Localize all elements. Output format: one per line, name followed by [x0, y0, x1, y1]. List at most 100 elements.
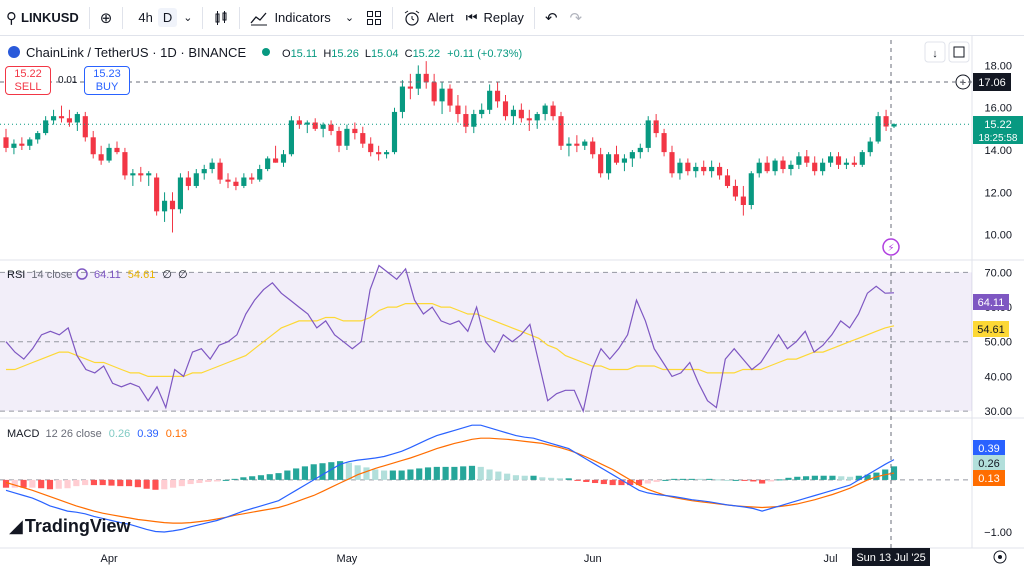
price-tick-label: 12.00: [984, 187, 1012, 199]
macd-histogram-bar: [2, 479, 10, 488]
interval-4h[interactable]: 4h: [138, 10, 153, 25]
candles-icon: [215, 10, 227, 25]
candle-body: [661, 133, 667, 153]
candle-body: [677, 162, 683, 174]
crosshair-price-value: 17.06: [978, 77, 1006, 89]
macd-histogram-bar: [512, 475, 520, 480]
collapse-button[interactable]: [924, 41, 946, 63]
maximize-button[interactable]: [948, 41, 970, 63]
buy-button[interactable]: 15.23 BUY: [84, 66, 130, 95]
macd-histogram-bar: [284, 470, 291, 480]
candle-body: [98, 154, 104, 161]
legend-title[interactable]: ChainLink / TetherUS · 1D · BINANCE: [26, 45, 246, 60]
macd-histogram-bar: [662, 479, 669, 481]
macd-histogram-bar: [759, 479, 766, 484]
rsi-axis-labels: 64.11 54.61: [973, 294, 1009, 337]
macd-signal-line: [5, 437, 895, 524]
indicators-button[interactable]: Indicators ⌄: [244, 0, 360, 36]
macd-legend: MACD 12 26 close 0.26 0.39 0.13: [7, 428, 187, 440]
refresh-icon[interactable]: [76, 268, 88, 280]
macd-histogram-bar: [11, 479, 18, 488]
chart-canvas[interactable]: 18.0016.0014.0012.0010.0070.0060.0050.00…: [0, 36, 1024, 567]
price-tick-label: 16.00: [984, 103, 1012, 115]
replay-button[interactable]: ⏮ Replay: [460, 0, 530, 36]
lightning-event-icon[interactable]: [882, 238, 900, 256]
rsi-axis-value: 64.11: [978, 297, 1005, 309]
candle-body: [550, 105, 556, 117]
macd-histogram-bar: [609, 479, 616, 486]
candle-body: [891, 124, 897, 127]
sell-button[interactable]: 15.22 SELL: [5, 66, 51, 95]
candle-body: [629, 152, 635, 159]
macd-histogram-bar: [372, 469, 379, 480]
replay-label: Replay: [483, 10, 524, 25]
candle-body: [772, 160, 778, 172]
macd-histogram-bar: [486, 469, 493, 480]
macd-histogram-bar: [785, 477, 792, 480]
bar-countdown: 18:25:58: [979, 133, 1018, 144]
candle-body: [883, 116, 889, 127]
candle-body: [241, 177, 247, 186]
candle-body: [391, 111, 398, 153]
date-marker: Sun 13 Jul '25: [856, 552, 925, 564]
redo-button[interactable]: ↷: [564, 0, 589, 36]
macd-name: MACD: [7, 428, 39, 440]
candle-body: [66, 118, 73, 123]
sell-price: 15.22: [14, 68, 42, 80]
gear-icon[interactable]: [993, 550, 1007, 564]
candles: [0, 61, 972, 233]
chevron-down-icon[interactable]: ⌄: [183, 12, 193, 24]
macd-histogram-bar: [231, 478, 238, 480]
interval-d[interactable]: D: [157, 8, 178, 27]
macd-histogram-bar: [644, 479, 651, 484]
candle-body: [709, 166, 715, 172]
candle-body: [201, 169, 207, 174]
macd-histogram-bar: [20, 479, 27, 488]
macd-histogram-bar: [732, 479, 739, 481]
macd-histogram-bar: [504, 473, 511, 480]
separator: [533, 6, 535, 29]
svg-text:+: +: [960, 77, 966, 89]
symbol-search[interactable]: ⚲ LINKUSD: [0, 0, 85, 36]
macd-histogram-bar: [117, 479, 124, 487]
macd-histogram-bar: [864, 474, 871, 480]
undo-button[interactable]: ↶: [539, 0, 564, 36]
alarm-clock-icon: [404, 10, 420, 26]
macd-histogram-bar: [627, 479, 634, 486]
candle-body: [645, 120, 651, 148]
macd-histogram-bar: [468, 465, 476, 480]
spread-value: 0.01: [58, 75, 78, 86]
layouts-button[interactable]: [360, 0, 388, 36]
last-price-label: 15.22 18:25:58: [973, 116, 1023, 144]
rsi-tick-label: 50.00: [984, 337, 1012, 349]
macd-histogram-bar: [363, 467, 370, 480]
rsi-legend: RSI 14 close 64.11 54.61 ∅ ∅: [7, 268, 188, 281]
chart-type-button[interactable]: [207, 0, 235, 36]
candle-body: [280, 154, 287, 163]
macd-histogram-bar: [301, 466, 309, 480]
candle-body: [431, 82, 437, 102]
candle-body: [875, 116, 881, 142]
rsi-params: 14 close: [31, 269, 72, 281]
crosshair: ⚡ Sun 13 Jul '25: [0, 40, 972, 566]
candle-body: [19, 143, 25, 146]
macd-histogram-bar: [838, 476, 845, 480]
candle-body: [669, 152, 675, 174]
macd-histogram-bar: [319, 463, 326, 480]
rsi-tick-label: 40.00: [984, 371, 1012, 383]
candle-body: [590, 141, 596, 155]
macd-histogram-bar: [794, 476, 801, 480]
macd-histogram-bar: [328, 462, 335, 480]
tradingview-logo[interactable]: ◢ TradingView: [9, 516, 131, 537]
compare-symbol-button[interactable]: ⊕: [94, 0, 119, 36]
macd-histogram-bar: [389, 470, 396, 480]
macd-signal-axis-value: 0.13: [978, 473, 999, 485]
macd-line: [5, 424, 895, 533]
alert-button[interactable]: Alert: [397, 0, 460, 36]
candle-body: [249, 177, 255, 180]
separator: [88, 6, 90, 29]
buy-price: 15.23: [93, 68, 121, 80]
pane-controls: ↓: [924, 41, 970, 63]
svg-text:64.11 54.61 ∅: 64.11 54.61 ∅ ∅: [94, 269, 188, 281]
macd-histogram-bar: [398, 470, 405, 480]
